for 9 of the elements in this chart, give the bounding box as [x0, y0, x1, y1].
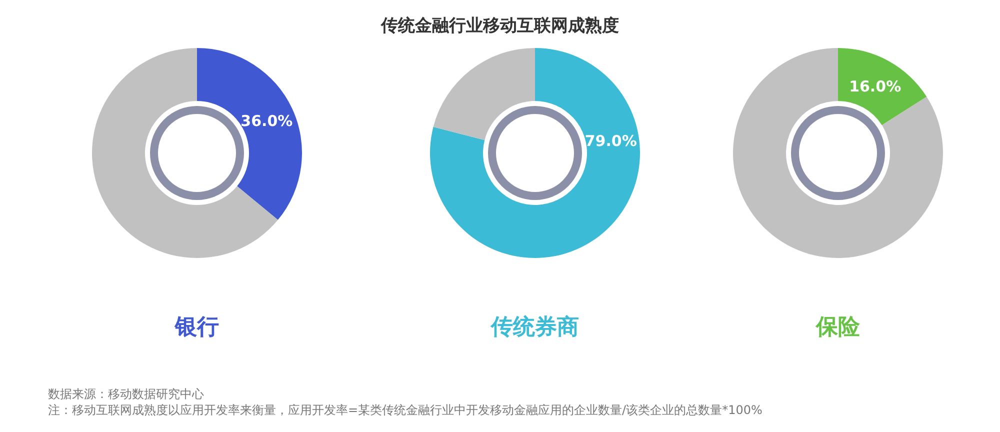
data-label: 36.0%	[240, 112, 293, 130]
text: 注：移动互联网成熟度以应用开发率来衡量，应用开发率=某类传统金融行业中开发移动金融应用的企业数量/该类企业的总数量*100%	[48, 403, 762, 417]
text: 传统券商	[490, 314, 579, 340]
data-label: 16.0%	[849, 78, 902, 96]
text: 保险	[815, 315, 861, 340]
source-note: 数据来源：移动数据研究中心	[48, 387, 204, 401]
data-label: 79.0%	[584, 132, 637, 150]
text: 银行	[174, 315, 219, 340]
chart-title: 传统金融行业移动互联网成熟度	[380, 16, 619, 36]
